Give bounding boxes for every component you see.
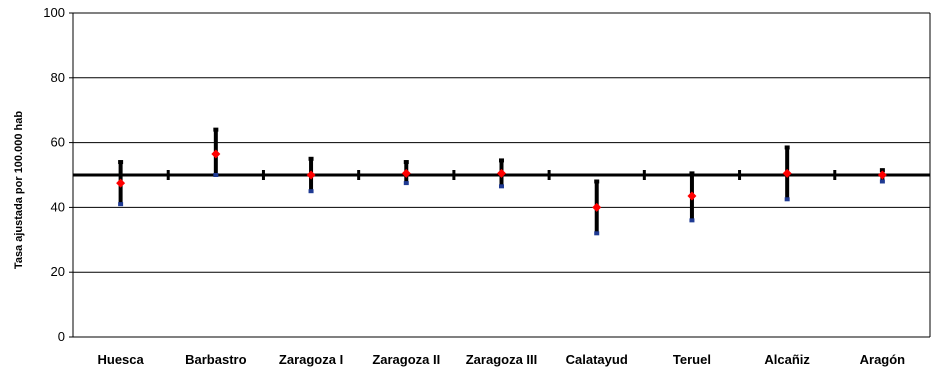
data-point [306,170,316,180]
x-category-label: Calatayud [566,352,628,367]
data-point [782,168,792,178]
lower-cap [594,231,600,236]
y-tick-label: 100 [43,5,65,20]
y-tick-label: 40 [51,199,65,214]
upper-cap [403,160,409,165]
data-point [401,168,411,178]
y-tick-label: 20 [51,264,65,279]
lower-cap [118,202,124,207]
upper-cap [594,179,600,184]
x-category-label: Alcañiz [764,352,810,367]
y-axis-title: Tasa ajustada por 100.000 hab [13,111,25,269]
lower-cap [308,189,314,194]
data-point [877,170,887,180]
upper-cap [879,168,885,173]
x-category-label: Aragón [860,352,906,367]
lower-cap [213,173,219,177]
data-point [497,168,506,178]
upper-cap [118,160,124,165]
upper-cap [213,127,219,132]
y-tick-label: 0 [58,329,65,344]
x-category-label: Teruel [673,352,711,367]
x-category-label: Zaragoza III [466,352,538,367]
x-category-label: Zaragoza I [279,352,343,367]
data-point [211,149,221,159]
y-tick-label: 60 [51,135,65,150]
upper-cap [499,158,504,163]
lower-cap [403,181,409,186]
lower-cap [499,184,504,189]
upper-cap [784,145,790,150]
data-point [687,191,697,201]
x-category-label: Huesca [97,352,144,367]
y-tick-label: 80 [51,70,65,85]
lower-cap [784,197,790,202]
lower-cap [689,218,695,223]
upper-cap [308,156,314,161]
x-category-label: Barbastro [185,352,246,367]
gridlines [73,12,930,273]
x-category-label: Zaragoza II [372,352,440,367]
data-points [116,149,887,212]
lower-cap [879,179,885,184]
error-bars [118,127,885,236]
x-axis-labels: Huesca Barbastro Zaragoza I Zaragoza II Zara… [97,352,905,367]
data-point [116,178,126,188]
y-axis-ticks: 0 20 40 60 80 100 [43,5,73,344]
upper-cap [689,171,695,176]
data-point [592,202,602,212]
